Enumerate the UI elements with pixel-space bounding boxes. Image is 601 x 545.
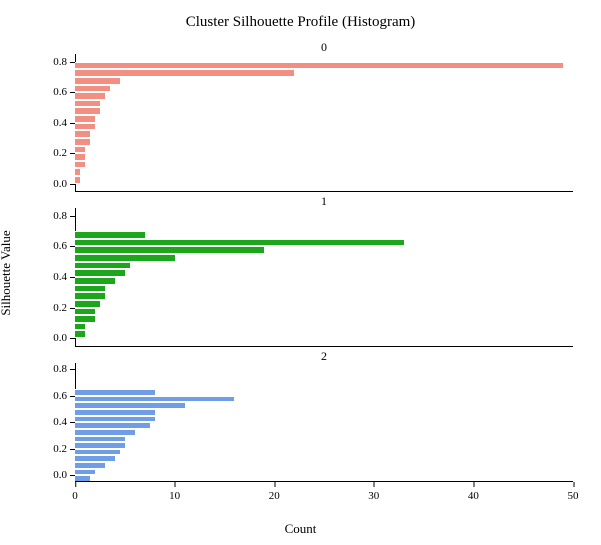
bar bbox=[75, 416, 155, 423]
x-tick: 0 bbox=[72, 482, 78, 502]
bar bbox=[75, 308, 95, 316]
plot-area-2: 0.00.20.40.60.801020304050 bbox=[75, 363, 573, 482]
y-tick: 0.0 bbox=[53, 178, 75, 190]
bar bbox=[75, 442, 125, 449]
y-tick: 0.4 bbox=[53, 416, 75, 428]
y-tick: 0.4 bbox=[53, 117, 75, 129]
bar bbox=[75, 123, 95, 131]
bar bbox=[75, 409, 155, 416]
bar bbox=[75, 315, 95, 323]
bar bbox=[75, 269, 125, 277]
y-axis-label: Silhouette Value bbox=[0, 230, 14, 315]
bar bbox=[75, 107, 100, 115]
y-tick: 0.6 bbox=[53, 390, 75, 402]
panel-title-2: 2 bbox=[75, 349, 573, 364]
bar bbox=[75, 254, 175, 262]
bar bbox=[75, 153, 85, 161]
bar bbox=[75, 239, 404, 247]
bar bbox=[75, 402, 185, 409]
bar bbox=[75, 115, 95, 123]
bar bbox=[75, 300, 100, 308]
x-axis-line bbox=[75, 481, 573, 482]
x-tick: 30 bbox=[368, 482, 379, 502]
bar bbox=[75, 389, 155, 396]
panel-title-1: 1 bbox=[75, 194, 573, 209]
bar bbox=[75, 138, 90, 146]
chart-container: Cluster Silhouette Profile (Histogram) S… bbox=[0, 0, 601, 545]
bar bbox=[75, 231, 145, 239]
x-tick: 20 bbox=[269, 482, 280, 502]
bar bbox=[75, 246, 264, 254]
bar bbox=[75, 92, 105, 100]
bar bbox=[75, 168, 80, 176]
bar bbox=[75, 85, 110, 93]
bar bbox=[75, 262, 130, 270]
panels: 00.00.20.40.60.810.00.20.40.60.820.00.20… bbox=[75, 38, 573, 500]
bar bbox=[75, 422, 150, 429]
plot-area-1: 0.00.20.40.60.8 bbox=[75, 208, 573, 345]
bar bbox=[75, 469, 95, 476]
chart-title: Cluster Silhouette Profile (Histogram) bbox=[0, 14, 601, 31]
panel-2: 20.00.20.40.60.801020304050 bbox=[75, 346, 573, 500]
x-tick: 40 bbox=[468, 482, 479, 502]
y-tick: 0.8 bbox=[53, 210, 75, 222]
bar bbox=[75, 323, 85, 331]
bar bbox=[75, 455, 115, 462]
x-axis-label: Count bbox=[0, 521, 601, 537]
bar bbox=[75, 449, 120, 456]
y-tick: 0.8 bbox=[53, 56, 75, 68]
y-tick: 0.2 bbox=[53, 147, 75, 159]
bar bbox=[75, 69, 294, 77]
bar bbox=[75, 100, 100, 108]
bar bbox=[75, 161, 85, 169]
bar bbox=[75, 146, 85, 154]
y-tick: 0.0 bbox=[53, 469, 75, 481]
y-tick: 0.0 bbox=[53, 332, 75, 344]
x-tick: 10 bbox=[169, 482, 180, 502]
panel-1: 10.00.20.40.60.8 bbox=[75, 191, 573, 345]
x-tick: 50 bbox=[568, 482, 579, 502]
bar bbox=[75, 462, 105, 469]
bar bbox=[75, 77, 120, 85]
y-tick: 0.6 bbox=[53, 86, 75, 98]
bar bbox=[75, 330, 85, 338]
y-tick: 0.2 bbox=[53, 443, 75, 455]
y-tick: 0.2 bbox=[53, 302, 75, 314]
y-tick: 0.8 bbox=[53, 363, 75, 375]
panel-0: 00.00.20.40.60.8 bbox=[75, 38, 573, 191]
plot-area-0: 0.00.20.40.60.8 bbox=[75, 54, 573, 191]
bar bbox=[75, 292, 105, 300]
bar bbox=[75, 429, 135, 436]
panel-title-0: 0 bbox=[75, 40, 573, 55]
bar bbox=[75, 436, 125, 443]
bar bbox=[75, 176, 80, 184]
y-tick: 0.6 bbox=[53, 240, 75, 252]
bar bbox=[75, 277, 115, 285]
bar bbox=[75, 396, 234, 403]
bar bbox=[75, 285, 105, 293]
y-tick: 0.4 bbox=[53, 271, 75, 283]
bar bbox=[75, 62, 563, 70]
bar bbox=[75, 130, 90, 138]
